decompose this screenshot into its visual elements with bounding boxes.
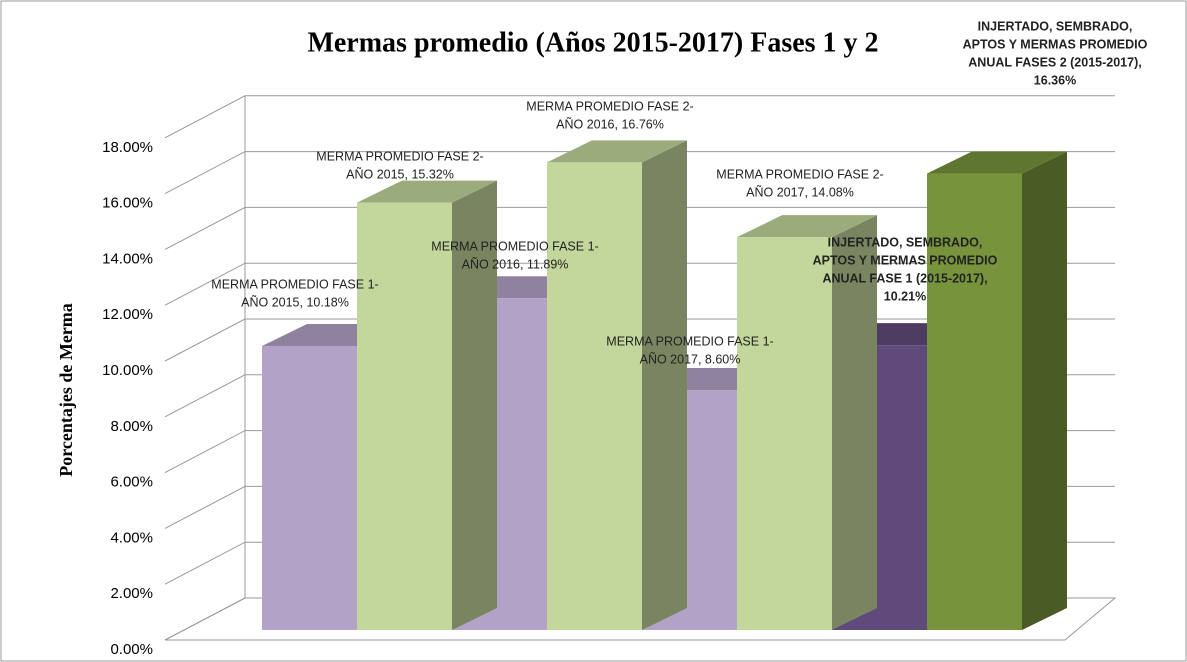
bar [262,345,357,630]
bar-side [452,180,497,630]
chart-title: Mermas promedio (Años 2015-2017) Fases 1… [307,27,878,58]
data-label: AÑO 2017, 14.08% [746,185,854,199]
data-label: INJERTADO, SEMBRADO, [828,235,983,249]
y-tick-label: 4.00% [110,529,153,546]
data-label: ANUAL FASE 1 (2015-2017), [822,271,987,285]
data-label: MERMA PROMEDIO FASE 2- [526,99,693,113]
y-tick-label: 18.00% [102,139,153,156]
data-label: AÑO 2017, 8.60% [640,352,741,366]
bar-side [642,140,687,630]
data-label: AÑO 2015, 15.32% [346,167,454,181]
y-tick-label: 2.00% [110,585,153,602]
bar-top [737,215,877,238]
bar-top [547,140,687,163]
bar [737,237,832,630]
bar-top [927,151,1067,174]
grid-line [164,206,1115,250]
bar [547,162,642,630]
bar [927,173,1022,630]
data-label: 16.36% [1034,73,1076,87]
bar [357,202,452,630]
data-label: AÑO 2015, 10.18% [241,295,349,309]
y-tick-label: 12.00% [102,306,153,323]
data-label: APTOS Y MERMAS PROMEDIO [963,37,1148,51]
y-tick-label: 10.00% [102,362,153,379]
data-label: AÑO 2016, 11.89% [462,257,569,271]
data-label: INJERTADO, SEMBRADO, [978,19,1133,33]
y-tick-label: 14.00% [102,250,153,267]
data-label: AÑO 2016, 16.76% [556,117,664,131]
data-label: MERMA PROMEDIO FASE 2- [316,149,483,163]
bar-side [1022,151,1067,630]
y-axis-title: Porcentajes de Merma [56,303,76,477]
data-label: MERMA PROMEDIO FASE 1- [211,277,378,291]
data-label: ANUAL FASES 2 (2015-2017), [968,55,1141,69]
data-label: 10.21% [884,289,926,303]
data-label: MERMA PROMEDIO FASE 2- [716,167,883,181]
y-tick-label: 16.00% [102,195,153,212]
y-tick-label: 8.00% [110,418,153,435]
data-label: MERMA PROMEDIO FASE 1- [431,239,598,253]
bar-top [357,180,497,203]
data-label: MERMA PROMEDIO FASE 1- [606,334,773,348]
data-label: APTOS Y MERMAS PROMEDIO [813,253,998,267]
grid-line [164,151,1115,195]
y-tick-label: 0.00% [110,641,153,658]
grid-line [164,95,1115,139]
bar-side [832,215,877,630]
y-tick-label: 6.00% [110,474,153,491]
